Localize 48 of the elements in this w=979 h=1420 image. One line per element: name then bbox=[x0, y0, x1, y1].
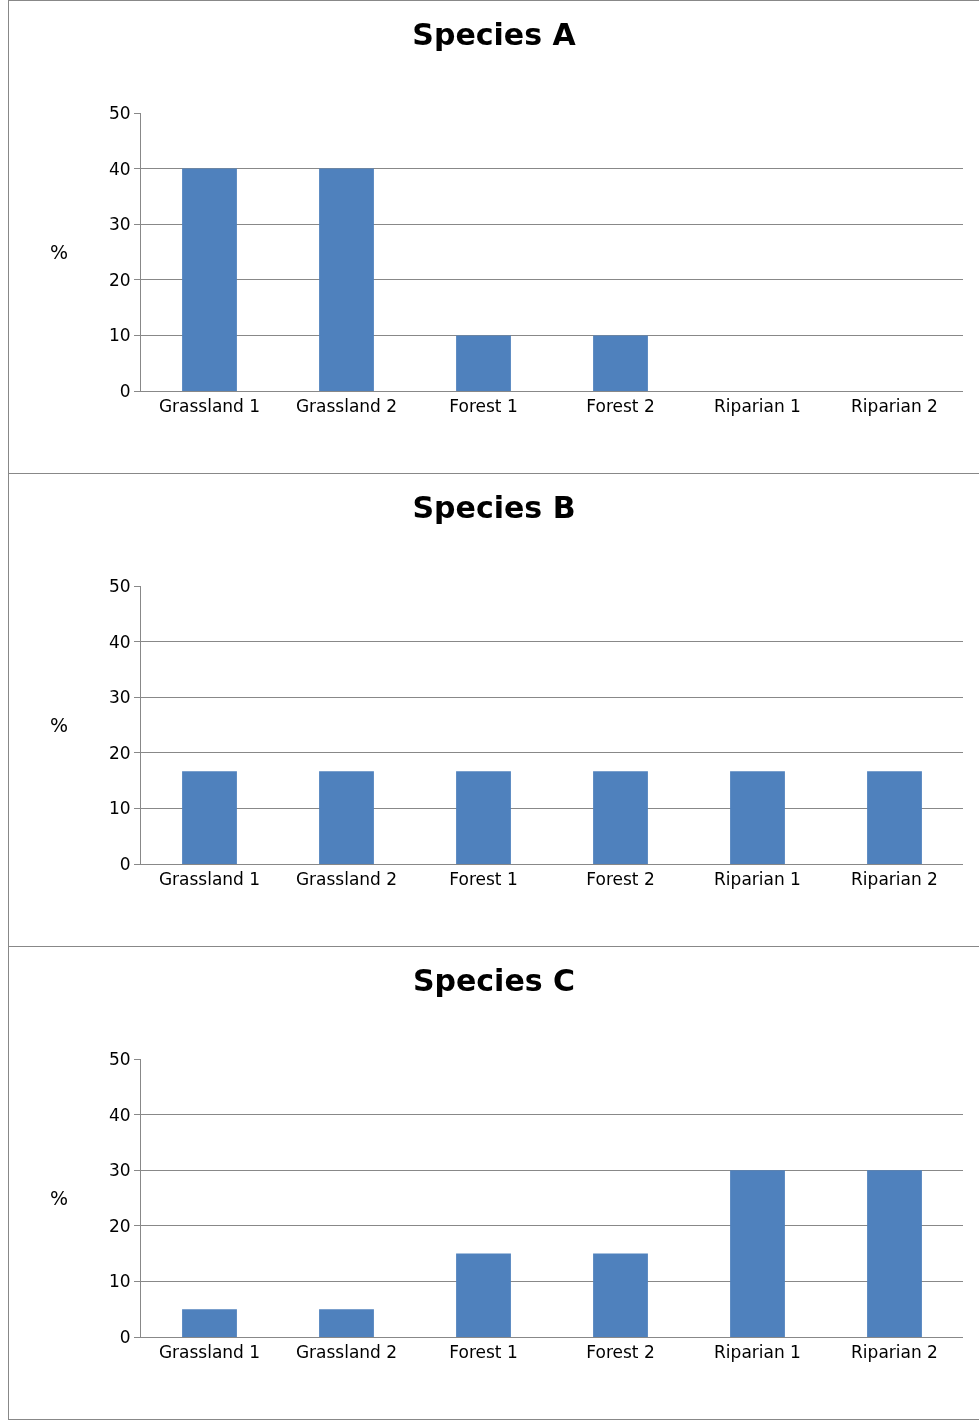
y-tick-label: 10 bbox=[108, 325, 131, 346]
bar bbox=[456, 1253, 511, 1337]
y-tick-label: 30 bbox=[108, 1160, 131, 1181]
y-tick-label: 0 bbox=[119, 380, 131, 401]
x-tick-label: Grassland 2 bbox=[295, 396, 398, 417]
x-tick-label: Forest 2 bbox=[586, 396, 655, 417]
bar bbox=[730, 1170, 785, 1337]
y-tick-label: 10 bbox=[108, 1271, 131, 1292]
y-tick-label: 40 bbox=[108, 158, 131, 179]
y-tick-label: 20 bbox=[108, 742, 131, 763]
bar bbox=[593, 1253, 648, 1337]
y-tick-label: 50 bbox=[108, 575, 131, 596]
x-tick-label: Riparian 2 bbox=[851, 869, 938, 890]
x-tick-label: Forest 1 bbox=[449, 396, 518, 417]
x-tick-label: Grassland 1 bbox=[158, 1342, 261, 1363]
bar bbox=[867, 1170, 922, 1337]
x-tick-label: Riparian 1 bbox=[714, 396, 801, 417]
x-tick-label: Forest 1 bbox=[449, 869, 518, 890]
y-tick-label: 30 bbox=[108, 687, 131, 708]
x-tick-label: Forest 2 bbox=[586, 1342, 655, 1363]
y-tick-label: 50 bbox=[108, 102, 131, 123]
x-tick-label: Forest 1 bbox=[449, 1342, 518, 1363]
y-axis-title: % bbox=[50, 241, 69, 263]
y-tick-label: 20 bbox=[108, 1215, 131, 1236]
y-tick-label: 0 bbox=[119, 1326, 131, 1347]
x-tick-label: Forest 2 bbox=[586, 869, 655, 890]
x-tick-label: Riparian 1 bbox=[714, 869, 801, 890]
bar bbox=[319, 1309, 374, 1337]
y-tick-label: 50 bbox=[108, 1048, 131, 1069]
y-tick-label: 40 bbox=[108, 1104, 131, 1125]
x-tick-label: Grassland 2 bbox=[295, 1342, 398, 1363]
x-tick-label: Riparian 2 bbox=[851, 396, 938, 417]
chart-title: Species A bbox=[412, 16, 577, 52]
y-tick-label: 30 bbox=[108, 214, 131, 235]
x-tick-label: Riparian 1 bbox=[714, 1342, 801, 1363]
y-tick-label: 40 bbox=[108, 631, 131, 652]
chart-title: Species B bbox=[412, 489, 576, 525]
chart-title: Species C bbox=[412, 962, 576, 998]
y-axis-title: % bbox=[50, 714, 69, 736]
y-axis-title: % bbox=[50, 1187, 69, 1209]
bar bbox=[182, 1309, 237, 1337]
x-tick-label: Grassland 1 bbox=[158, 869, 261, 890]
x-tick-label: Grassland 2 bbox=[295, 869, 398, 890]
x-tick-label: Grassland 1 bbox=[158, 396, 261, 417]
x-tick-label: Riparian 2 bbox=[851, 1342, 938, 1363]
y-tick-label: 20 bbox=[108, 269, 131, 290]
y-tick-label: 0 bbox=[119, 853, 131, 874]
y-tick-label: 10 bbox=[108, 798, 131, 819]
